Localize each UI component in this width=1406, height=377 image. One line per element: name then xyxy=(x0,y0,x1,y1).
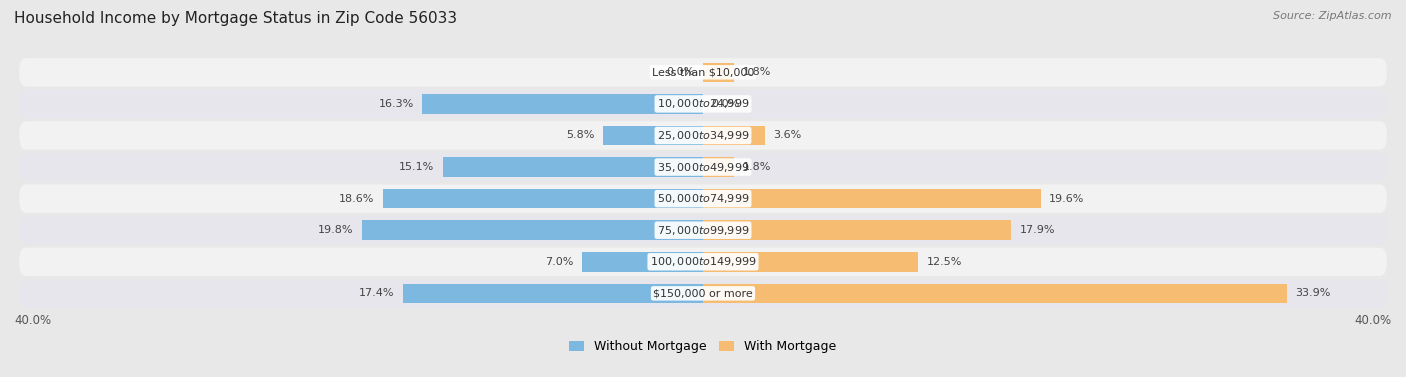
FancyBboxPatch shape xyxy=(20,279,1386,308)
Bar xyxy=(382,189,703,208)
Text: 1.8%: 1.8% xyxy=(742,162,770,172)
Text: 33.9%: 33.9% xyxy=(1295,288,1331,298)
FancyBboxPatch shape xyxy=(20,216,1386,244)
Text: 3.6%: 3.6% xyxy=(773,130,801,141)
Text: 7.0%: 7.0% xyxy=(546,257,574,267)
FancyBboxPatch shape xyxy=(20,90,1386,118)
Text: 40.0%: 40.0% xyxy=(1355,314,1392,327)
Text: 5.8%: 5.8% xyxy=(567,130,595,141)
Legend: Without Mortgage, With Mortgage: Without Mortgage, With Mortgage xyxy=(564,336,842,359)
Text: $150,000 or more: $150,000 or more xyxy=(654,288,752,298)
Bar xyxy=(404,284,703,303)
Text: 0.0%: 0.0% xyxy=(711,99,740,109)
FancyBboxPatch shape xyxy=(20,58,1386,87)
Text: $50,000 to $74,999: $50,000 to $74,999 xyxy=(657,192,749,205)
Text: 19.6%: 19.6% xyxy=(1049,194,1084,204)
Text: 19.8%: 19.8% xyxy=(318,225,353,235)
Bar xyxy=(422,94,703,114)
FancyBboxPatch shape xyxy=(20,153,1386,181)
Text: $75,000 to $99,999: $75,000 to $99,999 xyxy=(657,224,749,237)
Text: 18.6%: 18.6% xyxy=(339,194,374,204)
Text: $100,000 to $149,999: $100,000 to $149,999 xyxy=(650,255,756,268)
Text: Source: ZipAtlas.com: Source: ZipAtlas.com xyxy=(1274,11,1392,21)
Text: 15.1%: 15.1% xyxy=(399,162,434,172)
Text: 17.9%: 17.9% xyxy=(1019,225,1056,235)
Bar xyxy=(703,157,734,177)
Text: 40.0%: 40.0% xyxy=(14,314,51,327)
Bar xyxy=(361,221,703,240)
Text: 0.0%: 0.0% xyxy=(666,67,695,77)
Bar xyxy=(603,126,703,145)
Bar xyxy=(703,221,1011,240)
Bar xyxy=(582,252,703,271)
Bar xyxy=(703,189,1040,208)
FancyBboxPatch shape xyxy=(20,184,1386,213)
Bar xyxy=(703,63,734,82)
Bar xyxy=(443,157,703,177)
Text: 17.4%: 17.4% xyxy=(359,288,395,298)
Text: Less than $10,000: Less than $10,000 xyxy=(652,67,754,77)
Text: Household Income by Mortgage Status in Zip Code 56033: Household Income by Mortgage Status in Z… xyxy=(14,11,457,26)
FancyBboxPatch shape xyxy=(20,121,1386,150)
Text: 12.5%: 12.5% xyxy=(927,257,962,267)
Text: 16.3%: 16.3% xyxy=(378,99,413,109)
Text: 1.8%: 1.8% xyxy=(742,67,770,77)
Bar xyxy=(703,252,918,271)
FancyBboxPatch shape xyxy=(20,248,1386,276)
Text: $10,000 to $24,999: $10,000 to $24,999 xyxy=(657,97,749,110)
Text: $25,000 to $34,999: $25,000 to $34,999 xyxy=(657,129,749,142)
Text: $35,000 to $49,999: $35,000 to $49,999 xyxy=(657,161,749,173)
Bar xyxy=(703,126,765,145)
Bar xyxy=(703,284,1286,303)
